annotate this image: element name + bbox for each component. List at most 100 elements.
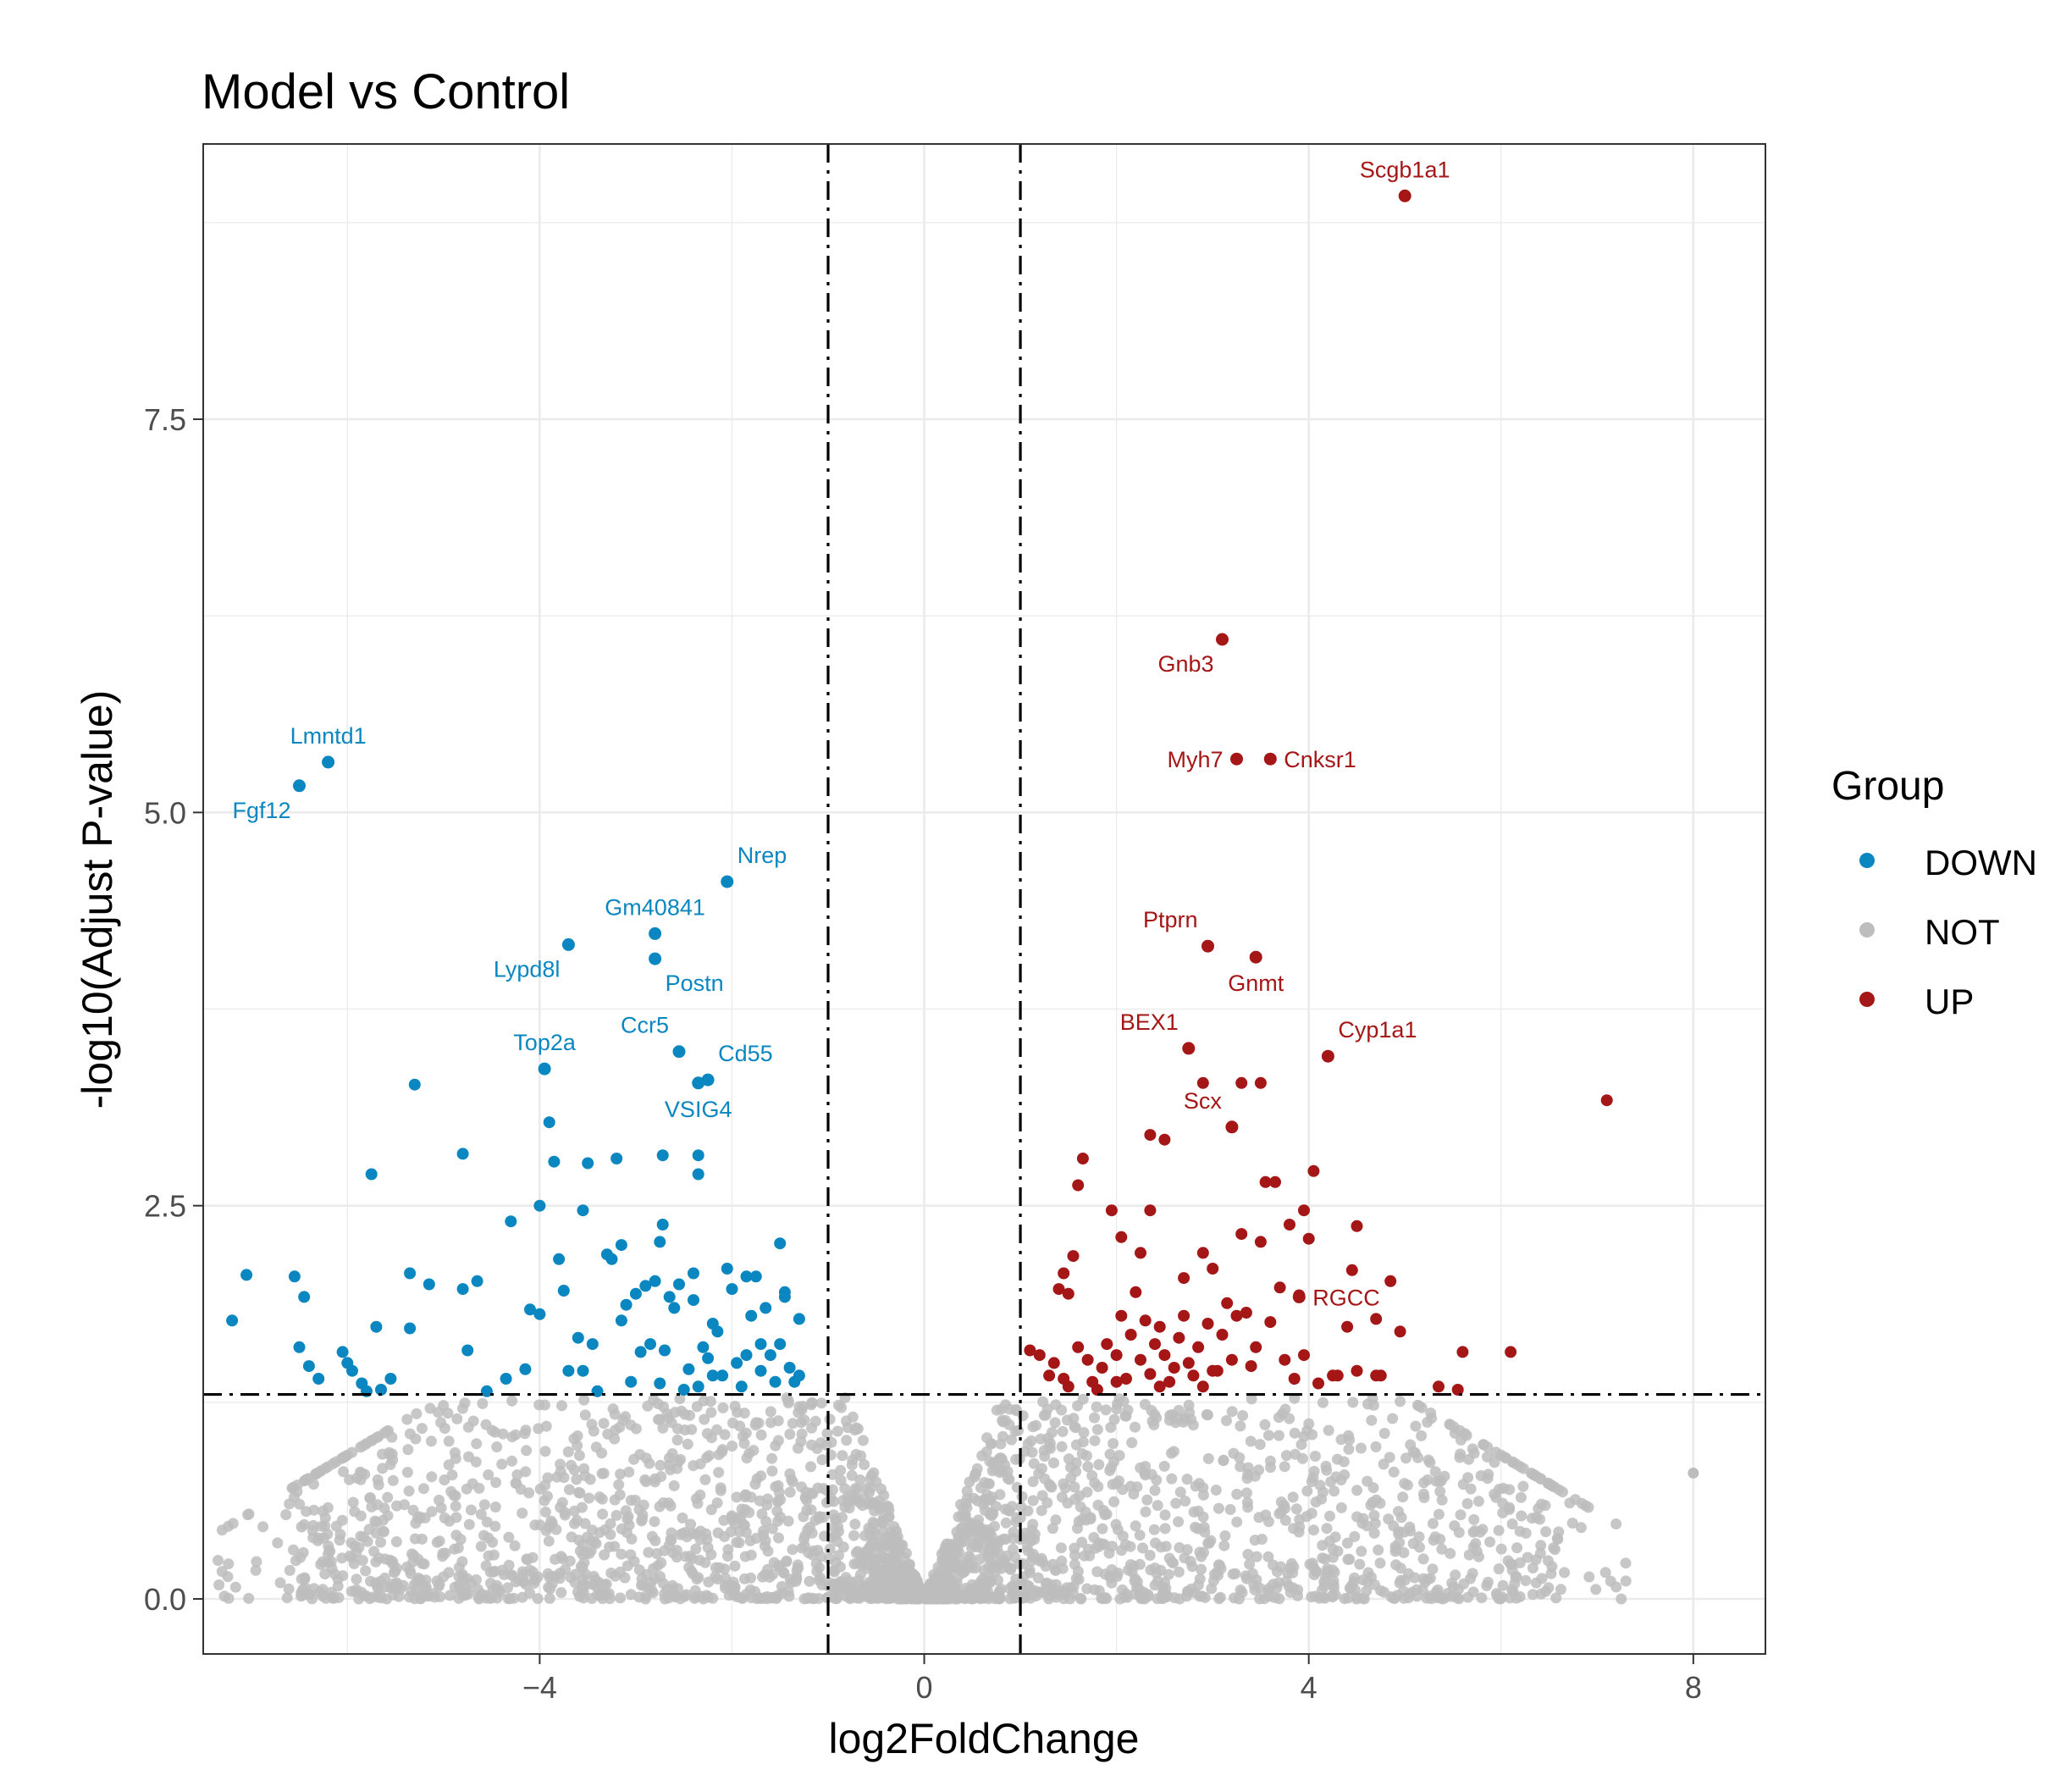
gene-label-myh7: Myh7 xyxy=(1167,747,1223,772)
point-not xyxy=(705,1432,717,1444)
point-not xyxy=(1279,1461,1290,1473)
point-not xyxy=(1229,1568,1241,1579)
point-not xyxy=(1159,1509,1171,1521)
point-not xyxy=(1495,1543,1507,1555)
point-up xyxy=(1384,1275,1397,1287)
point-not xyxy=(594,1491,605,1503)
point-up xyxy=(1207,1263,1219,1275)
point-up xyxy=(1298,1204,1310,1217)
point-not xyxy=(1085,1513,1097,1525)
point-not xyxy=(523,1487,535,1499)
point-up xyxy=(1091,1384,1103,1396)
point-not xyxy=(1482,1441,1494,1453)
point-not xyxy=(1345,1583,1357,1595)
point-not xyxy=(950,1542,962,1554)
point-not xyxy=(1235,1420,1246,1432)
point-not xyxy=(1173,1516,1185,1528)
point-not xyxy=(544,1592,555,1604)
point-not xyxy=(1430,1475,1442,1487)
point-not xyxy=(517,1569,529,1580)
point-not xyxy=(1378,1428,1390,1439)
point-not xyxy=(1551,1533,1563,1545)
point-not xyxy=(655,1459,666,1471)
point-not xyxy=(1003,1419,1015,1430)
point-not xyxy=(506,1395,518,1407)
point-not xyxy=(1089,1477,1101,1489)
point-not xyxy=(806,1527,818,1539)
point-not xyxy=(1389,1593,1400,1604)
point-not xyxy=(671,1551,682,1563)
point-not xyxy=(717,1402,729,1413)
y-axis: 0.0 2.5 5.0 7.5 xyxy=(144,402,203,1617)
point-not xyxy=(1231,1516,1243,1528)
point-not xyxy=(760,1535,771,1546)
point-not xyxy=(1264,1455,1276,1467)
point-down xyxy=(519,1363,532,1375)
point-not xyxy=(995,1438,1007,1450)
point-cyp1a1 xyxy=(1321,1049,1334,1063)
point-not xyxy=(1170,1497,1182,1509)
point-not xyxy=(736,1503,748,1515)
point-not xyxy=(1207,1575,1219,1587)
point-not xyxy=(863,1550,874,1562)
point-myh7 xyxy=(1230,752,1243,766)
point-not xyxy=(1566,1518,1578,1529)
point-not xyxy=(835,1474,847,1486)
point-down xyxy=(673,1278,685,1291)
point-not xyxy=(581,1531,593,1543)
point-not xyxy=(1395,1512,1407,1524)
point-not xyxy=(1301,1511,1312,1523)
point-not xyxy=(223,1558,235,1570)
point-not xyxy=(1096,1592,1108,1604)
point-up xyxy=(1096,1362,1108,1374)
point-lmntd1 xyxy=(322,755,335,769)
point-not xyxy=(369,1515,381,1527)
point-not xyxy=(1190,1521,1202,1533)
point-up xyxy=(1052,1283,1065,1296)
point-not xyxy=(729,1518,741,1529)
legend-key-down xyxy=(1859,853,1875,868)
point-down xyxy=(370,1320,383,1333)
point-not xyxy=(1028,1457,1040,1469)
point-not xyxy=(674,1393,686,1405)
point-not xyxy=(1320,1460,1332,1472)
point-not xyxy=(450,1490,461,1502)
point-not xyxy=(1557,1486,1568,1498)
point-not xyxy=(1536,1573,1548,1585)
point-not xyxy=(573,1450,585,1462)
point-not xyxy=(314,1586,326,1598)
point-down xyxy=(480,1385,493,1397)
point-up xyxy=(1081,1353,1094,1366)
point-up xyxy=(1192,1341,1205,1353)
point-not xyxy=(796,1428,808,1440)
point-not xyxy=(1202,1452,1214,1464)
point-not xyxy=(356,1555,368,1566)
point-not xyxy=(1249,1470,1261,1482)
y-axis-title: -log10(Adjust P-value) xyxy=(74,690,121,1109)
point-not xyxy=(506,1455,517,1467)
point-up xyxy=(1158,1133,1171,1146)
point-not xyxy=(1548,1542,1560,1554)
point-not xyxy=(1504,1592,1516,1604)
point-not xyxy=(1484,1536,1496,1548)
y-tick-label: 2.5 xyxy=(144,1189,186,1224)
point-not xyxy=(1056,1441,1068,1452)
point-not xyxy=(242,1509,254,1521)
point-not xyxy=(745,1572,757,1584)
gene-label-cnksr1: Cnksr1 xyxy=(1284,747,1356,772)
legend: Group DOWN NOT UP xyxy=(1831,764,2037,1021)
point-not xyxy=(443,1435,455,1447)
point-not xyxy=(297,1546,309,1558)
point-not xyxy=(1000,1517,1012,1529)
point-not xyxy=(376,1592,388,1604)
point-not xyxy=(1027,1476,1039,1487)
point-not xyxy=(1355,1442,1367,1454)
point-not xyxy=(974,1553,986,1565)
point-not xyxy=(955,1499,966,1510)
point-not xyxy=(354,1466,366,1478)
point-not xyxy=(647,1587,659,1599)
point-not xyxy=(1148,1419,1160,1430)
point-not xyxy=(920,1593,932,1605)
point-not xyxy=(824,1495,836,1507)
point-not xyxy=(1192,1505,1204,1517)
